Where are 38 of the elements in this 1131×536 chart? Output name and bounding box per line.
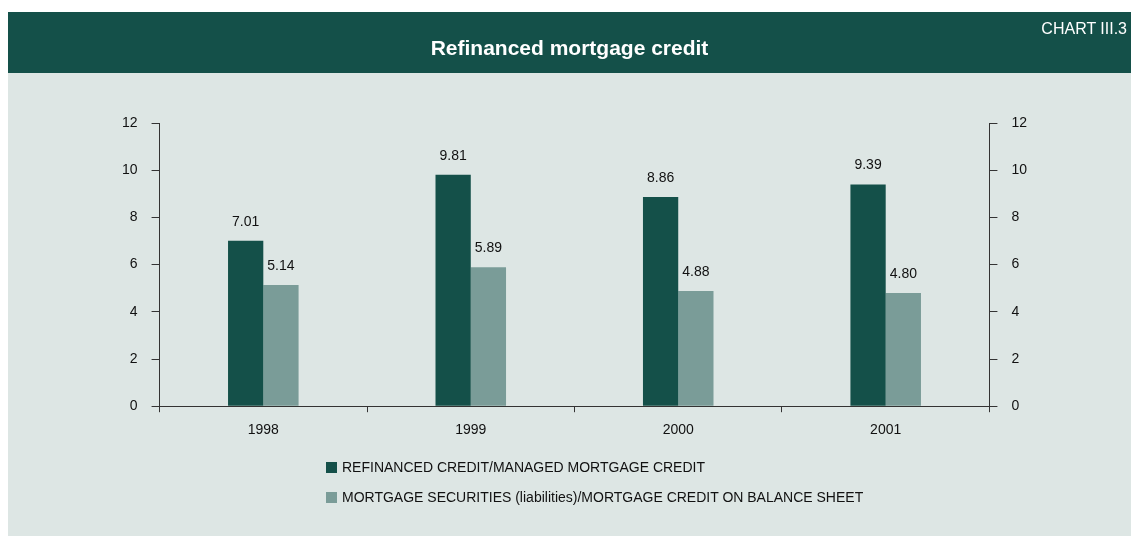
y-tick-label: 4: [129, 302, 138, 319]
x-tick-label: 2001: [870, 421, 902, 438]
data-label: 4.80: [889, 264, 918, 281]
y2-tick-label: 2: [1011, 349, 1020, 366]
y-tick-label: 2: [129, 349, 138, 366]
bar: [678, 291, 714, 406]
bar: [850, 184, 886, 406]
data-label: 7.01: [232, 212, 260, 229]
bar: [470, 267, 507, 406]
bar: [642, 197, 679, 406]
bar: [885, 292, 921, 406]
bar: [435, 174, 471, 406]
y2-tick-label: 4: [1011, 302, 1020, 319]
y-tick-label: 6: [129, 255, 138, 272]
x-tick-label: 1998: [247, 421, 280, 438]
y2-tick-label: 10: [1011, 161, 1028, 178]
legend-label: MORTGAGE SECURITIES (liabilities)/MORTGAGE CREDIT ON BALANCE SHEET: [342, 489, 864, 505]
text: CHART III.3: [1041, 20, 1127, 38]
y2-tick-label: 6: [1011, 255, 1020, 272]
y-tick-label: 10: [121, 161, 138, 178]
y2-tick-label: 12: [1011, 113, 1028, 130]
y2-tick-label: 0: [1011, 397, 1020, 414]
data-label: 9.81: [439, 146, 467, 163]
data-label: 5.89: [474, 239, 503, 256]
data-label: 9.39: [854, 156, 882, 173]
bar: [263, 284, 299, 406]
legend-label: REFINANCED CREDIT/MANAGED MORTGAGE CREDIT: [342, 459, 705, 475]
data-label: 8.86: [646, 168, 675, 185]
y-tick-label: 0: [129, 397, 138, 414]
x-tick-label: 2000: [662, 421, 695, 438]
data-label: 4.88: [682, 262, 710, 279]
data-label: 5.14: [267, 256, 295, 273]
y-tick-label: 12: [121, 113, 138, 130]
bar: [228, 240, 264, 406]
chart-title: Refinanced mortgage credit: [429, 36, 710, 60]
y2-tick-label: 8: [1011, 208, 1020, 225]
y-tick-label: 8: [129, 208, 138, 225]
x-tick-label: 1999: [455, 421, 487, 438]
